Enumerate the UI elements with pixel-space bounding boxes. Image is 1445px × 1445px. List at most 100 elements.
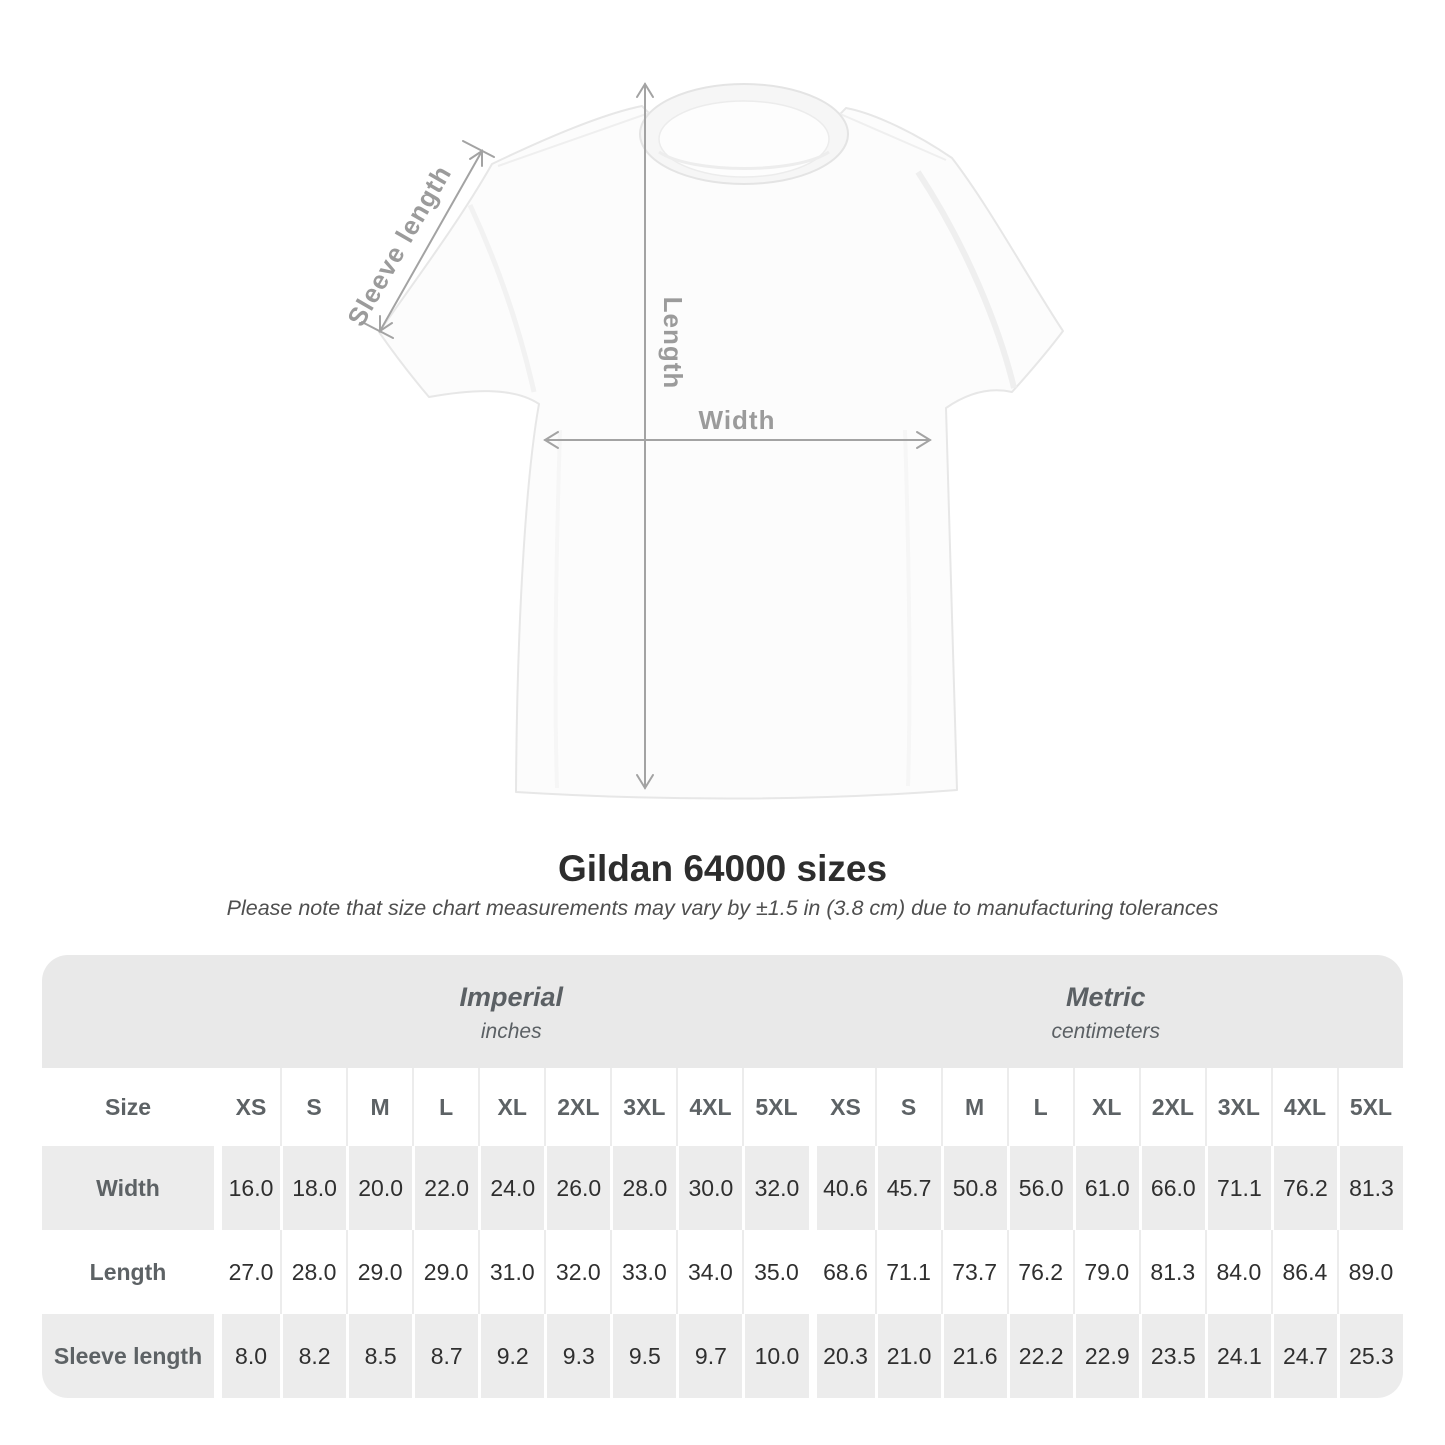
table-cell: 10.0 [742, 1314, 808, 1398]
measurement-arrows [361, 82, 932, 790]
size-col-header: M [346, 1068, 412, 1146]
size-col-header: 2XL [1138, 1068, 1205, 1146]
table-cell: 8.5 [346, 1314, 412, 1398]
table-cell: 21.6 [940, 1314, 1007, 1398]
size-col-header: 3XL [610, 1068, 676, 1146]
width-arrow [543, 431, 932, 449]
imperial-label: Imperial [459, 981, 564, 1012]
table-cell: 27.0 [214, 1230, 280, 1314]
size-col-header: 4XL [676, 1068, 742, 1146]
size-col-header: XL [1072, 1068, 1139, 1146]
table-row-length: Length 27.0 28.0 29.0 29.0 31.0 32.0 33.… [42, 1230, 1403, 1314]
size-col-header: 5XL [1336, 1068, 1403, 1146]
size-col-header: L [1006, 1068, 1073, 1146]
size-col-header: S [280, 1068, 346, 1146]
table-cell: 29.0 [346, 1230, 412, 1314]
table-cell: 68.6 [808, 1230, 875, 1314]
size-col-header: 2XL [544, 1068, 610, 1146]
length-label: Length [658, 297, 688, 390]
table-cell: 32.0 [742, 1146, 808, 1230]
table-cell: 8.2 [280, 1314, 346, 1398]
table-cell: 34.0 [676, 1230, 742, 1314]
row-label: Length [89, 1258, 167, 1285]
table-cell: 81.3 [1336, 1146, 1403, 1230]
size-col-header: 5XL [742, 1068, 808, 1146]
table-cell: 21.0 [874, 1314, 941, 1398]
size-col-header: XL [478, 1068, 544, 1146]
size-col-header: XS [808, 1068, 875, 1146]
table-cell: 28.0 [610, 1146, 676, 1230]
table-cell: 25.3 [1336, 1314, 1403, 1398]
table-cell: 8.7 [412, 1314, 478, 1398]
table-cell: 22.0 [412, 1146, 478, 1230]
table-cell: 28.0 [280, 1230, 346, 1314]
table-cell: 23.5 [1138, 1314, 1205, 1398]
table-cell: 79.0 [1072, 1230, 1139, 1314]
tshirt-collar [639, 83, 849, 185]
sleeve-length-arrow [361, 140, 495, 339]
table-cell: 71.1 [1204, 1146, 1271, 1230]
table-cell: 71.1 [874, 1230, 941, 1314]
size-col-header: XS [214, 1068, 280, 1146]
table-cell: 32.0 [544, 1230, 610, 1314]
table-cell: 29.0 [412, 1230, 478, 1314]
table-cell: 66.0 [1138, 1146, 1205, 1230]
table-cell: 20.3 [808, 1314, 875, 1398]
size-table: Imperial inches Metric centimeters Size … [42, 955, 1403, 1398]
size-col-header: L [412, 1068, 478, 1146]
size-col-header: 4XL [1270, 1068, 1337, 1146]
table-cell: 9.7 [676, 1314, 742, 1398]
table-cell: 24.1 [1204, 1314, 1271, 1398]
table-cell: 50.8 [940, 1146, 1007, 1230]
tolerance-note: Please note that size chart measurements… [226, 896, 1219, 920]
fabric-folds [467, 111, 1017, 789]
table-cell: 45.7 [874, 1146, 941, 1230]
table-cell: 35.0 [742, 1230, 808, 1314]
size-col-header: 3XL [1204, 1068, 1271, 1146]
size-col-header: S [874, 1068, 941, 1146]
table-row-width: Width 16.0 18.0 20.0 22.0 24.0 26.0 28.0… [42, 1146, 1403, 1230]
table-cell: 16.0 [214, 1146, 280, 1230]
unit-system-header: Imperial inches Metric centimeters [42, 955, 1403, 1068]
table-cell: 22.9 [1072, 1314, 1139, 1398]
table-cell: 20.0 [346, 1146, 412, 1230]
table-cell: 9.5 [610, 1314, 676, 1398]
table-cell: 33.0 [610, 1230, 676, 1314]
table-cell: 76.2 [1270, 1146, 1337, 1230]
width-label: Width [699, 405, 776, 435]
table-cell: 76.2 [1006, 1230, 1073, 1314]
table-cell: 31.0 [478, 1230, 544, 1314]
table-cell: 81.3 [1138, 1230, 1205, 1314]
table-cell: 56.0 [1006, 1146, 1073, 1230]
size-header-row: Size XS S M L XL 2XL 3XL 4XL 5XL XS S M … [42, 1068, 1403, 1146]
table-cell: 73.7 [940, 1230, 1007, 1314]
table-cell: 24.0 [478, 1146, 544, 1230]
imperial-unit: inches [480, 1019, 542, 1043]
imperial-header: Imperial inches [214, 955, 809, 1068]
table-cell: 8.0 [214, 1314, 280, 1398]
table-cell: 86.4 [1270, 1230, 1337, 1314]
size-col-header: M [940, 1068, 1007, 1146]
table-cell: 30.0 [676, 1146, 742, 1230]
metric-unit: centimeters [1051, 1019, 1161, 1043]
length-arrow [636, 82, 654, 790]
table-cell: 84.0 [1204, 1230, 1271, 1314]
table-cell: 18.0 [280, 1146, 346, 1230]
tshirt-silhouette [378, 105, 1064, 800]
size-row-header: Size [104, 1093, 152, 1120]
table-cell: 40.6 [808, 1146, 875, 1230]
table-cell: 61.0 [1072, 1146, 1139, 1230]
table-cell: 89.0 [1336, 1230, 1403, 1314]
row-label: Width [96, 1174, 160, 1201]
table-row-sleeve-length: Sleeve length 8.0 8.2 8.5 8.7 9.2 9.3 9.… [42, 1314, 1403, 1398]
row-label: Sleeve length [53, 1342, 203, 1369]
table-cell: 22.2 [1006, 1314, 1073, 1398]
table-cell: 9.3 [544, 1314, 610, 1398]
metric-label: Metric [1065, 981, 1146, 1012]
table-cell: 26.0 [544, 1146, 610, 1230]
tshirt-measurement-figure: Sleeve length Length Width [341, 82, 1064, 800]
metric-header: Metric centimeters [809, 955, 1404, 1068]
table-cell: 24.7 [1270, 1314, 1337, 1398]
table-cell: 9.2 [478, 1314, 544, 1398]
